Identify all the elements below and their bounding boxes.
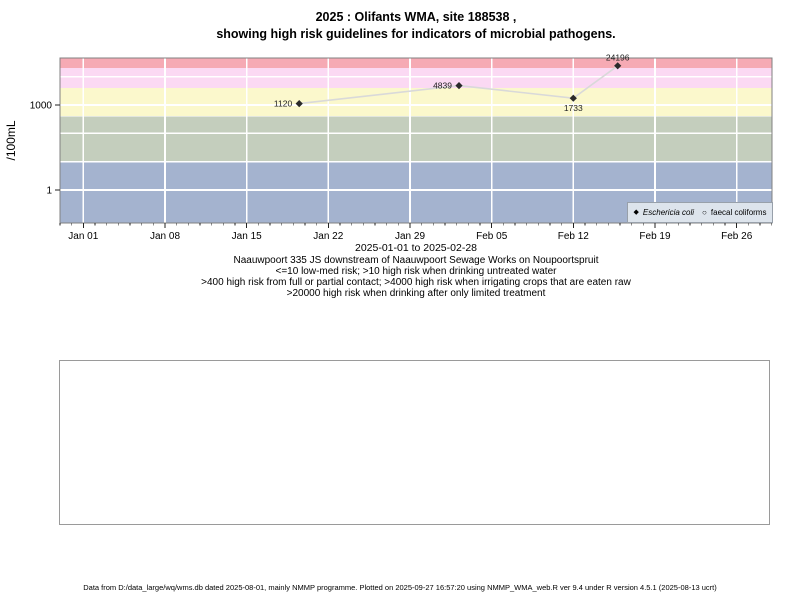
x-axis-ticks [59,223,773,228]
series-line [299,65,619,105]
gridlines [60,58,772,223]
guideline-note-2: >400 high risk from full or partial cont… [201,277,631,289]
risk-band [60,116,772,162]
chart-title: 2025 : Olifants WMA, site 188538 , showi… [60,9,772,43]
empty-secondary-panel [59,360,770,525]
data-point-diamond [614,62,622,70]
y-axis: 1000 1/100mL [4,101,60,197]
x-tick-label: Jan 22 [313,231,343,242]
legend-label-ecoli: Eschericia coli [642,208,695,217]
risk-band [60,87,772,117]
data-point-diamond [455,82,463,90]
legend-item-faecal-coliforms: ○ faecal coliforms [702,208,766,217]
guideline-note-1: <=10 low-med risk; >10 high risk when dr… [275,265,557,277]
data-point-diamond [295,100,303,108]
chart-plot-area: Jan 01 Jan 08 Jan 15 Jan 22 Jan 29 Feb 05 Feb … [0,0,800,250]
data-point-label: 24196 [606,52,630,62]
date-range-label: 2025-01-01 to 2025-02-28 [354,242,477,254]
chart-title-line2: showing high risk guidelines for indicat… [216,27,616,41]
risk-band [60,58,772,69]
data-point-diamond [569,94,577,102]
series-points: 1120 4839 1733 24196 [274,52,630,113]
y-tick-label: 1000 [30,101,53,112]
x-tick-label: Feb 05 [476,231,508,242]
x-tick-label: Feb 12 [558,231,590,242]
risk-band [60,68,772,88]
circle-open-icon: ○ [702,207,707,217]
plot-border [59,57,773,224]
chart-title-line1: 2025 : Olifants WMA, site 188538 , [315,10,517,24]
x-tick-label: Jan 15 [232,231,262,242]
site-description: Naauwpoort 335 JS downstream of Naauwpoo… [233,254,599,266]
y-axis-title: /100mL [4,120,18,160]
chart-annotations: 2025-01-01 to 2025-02-28 Naauwpoort 335 … [60,242,772,300]
chart-svg: Jan 01 Jan 08 Jan 15 Jan 22 Jan 29 Feb 05 Feb … [4,52,773,242]
legend-item-ecoli: ◆ Eschericia coli [634,208,695,217]
x-tick-label: Jan 08 [150,231,180,242]
footer-provenance-text: Data from D:/data_large/wq/wms.db dated … [83,583,717,592]
data-point-label: 1120 [274,99,293,109]
diamond-filled-icon: ◆ [633,209,639,216]
data-point-label: 4839 [433,81,452,91]
x-axis-labels: Jan 01 Jan 08 Jan 15 Jan 22 Jan 29 Feb 05 Feb … [68,231,752,242]
x-tick-label: Jan 29 [395,231,425,242]
risk-bands [60,58,772,223]
x-tick-label: Jan 01 [68,231,98,242]
legend-label-faecal-coliforms: faecal coliforms [710,208,767,217]
y-tick-label: 1 [46,186,52,197]
x-tick-label: Feb 19 [639,231,671,242]
guideline-note-3: >20000 high risk when drinking after onl… [286,288,546,300]
x-tick-label: Feb 26 [721,231,753,242]
data-point-label: 1733 [564,103,583,113]
chart-legend: ◆ Eschericia coli ○ faecal coliforms [627,202,773,223]
